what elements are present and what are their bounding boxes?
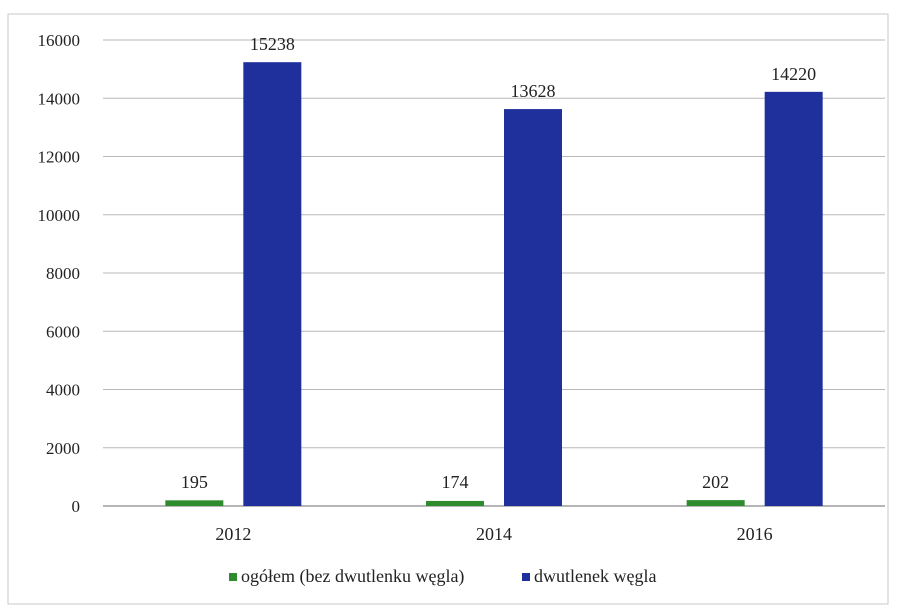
legend-swatch	[522, 573, 530, 581]
legend-label: ogółem (bez dwutlenku węgla)	[241, 566, 464, 587]
bar-ogolem-2012	[165, 500, 224, 506]
legend-item-ogolem: ogółem (bez dwutlenku węgla)	[229, 566, 464, 587]
data-label: 15238	[250, 34, 295, 54]
legend-item-dwutlenek-wegla: dwutlenek węgla	[522, 566, 656, 586]
data-labels: 195 15238 174 13628 202 14220	[181, 34, 816, 492]
data-label: 202	[702, 472, 729, 492]
y-tick-label: 6000	[46, 322, 80, 341]
y-tick-label: 0	[72, 497, 81, 516]
y-tick-label: 8000	[46, 264, 80, 283]
data-label: 13628	[511, 81, 556, 101]
legend: ogółem (bez dwutlenku węgla) dwutlenek wę…	[229, 566, 656, 587]
bar-dwutlenek-wegla-2016	[764, 91, 823, 506]
gridlines	[103, 39, 885, 507]
bar-dwutlenek-wegla-2012	[243, 62, 302, 507]
x-axis-ticks: 2012 2014 2016	[215, 524, 772, 544]
y-tick-label: 14000	[38, 89, 81, 108]
y-tick-label: 2000	[46, 439, 80, 458]
chart-border	[7, 13, 889, 605]
data-label: 174	[442, 472, 469, 492]
bar-dwutlenek-wegla-2014	[504, 109, 562, 506]
x-tick-label: 2016	[737, 524, 773, 544]
y-tick-label: 4000	[46, 381, 80, 400]
y-tick-label: 12000	[38, 148, 81, 167]
y-tick-label: 16000	[38, 31, 81, 50]
y-tick-label: 10000	[38, 206, 81, 225]
bar-ogolem-2014	[426, 500, 484, 506]
legend-swatch	[229, 573, 237, 581]
data-label: 195	[181, 472, 208, 492]
legend-label: dwutlenek węgla	[534, 566, 656, 586]
y-axis-ticks: 0 2000 4000 6000 8000 10000 12000 14000 16000	[38, 31, 81, 516]
bar-ogolem-2016	[686, 500, 745, 506]
x-tick-label: 2014	[476, 524, 512, 544]
data-label: 14220	[771, 64, 816, 84]
bars	[165, 62, 823, 507]
x-tick-label: 2012	[215, 524, 251, 544]
